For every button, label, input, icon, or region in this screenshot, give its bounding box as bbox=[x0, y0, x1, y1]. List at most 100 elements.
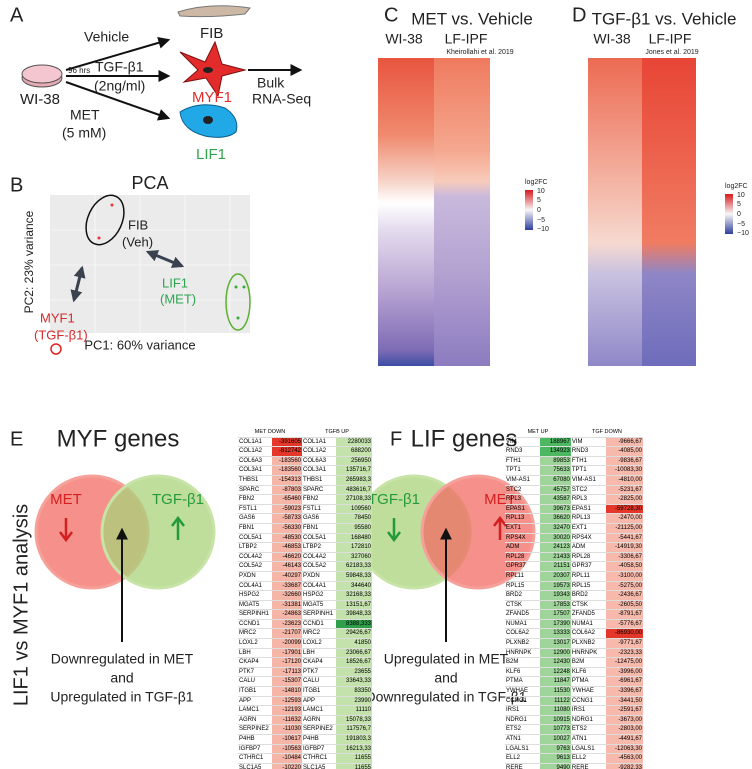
table-row: RND3 134923 RND3 -4085,00 bbox=[505, 446, 643, 457]
value-cell: -11632 bbox=[272, 715, 303, 726]
gene-cell: COL4A1 bbox=[238, 581, 272, 592]
gene-cell: LGALS1 bbox=[505, 744, 540, 755]
table-row: PTK7 -17113 PTK7 23655 bbox=[238, 667, 373, 678]
value-cell: 24123 bbox=[540, 542, 571, 553]
set-label: MET bbox=[50, 491, 82, 508]
value-cell: 39673 bbox=[540, 504, 571, 515]
value-cell: -10220 bbox=[272, 763, 303, 769]
gene-cell: FBN1 bbox=[302, 523, 337, 534]
gene-cell: LBH bbox=[302, 648, 337, 659]
value-cell: -812742 bbox=[272, 446, 303, 457]
gene-cell: COL1A2 bbox=[238, 446, 272, 457]
nucleus bbox=[203, 116, 213, 124]
legend-title: log2FC bbox=[525, 179, 548, 186]
caption: and bbox=[110, 670, 133, 686]
gene-cell: RERE bbox=[570, 763, 606, 769]
value-cell: -46853 bbox=[272, 542, 303, 553]
gene-cell: KLF6 bbox=[570, 667, 606, 678]
table-row: ELL2 9613 ELL2 -4563,00 bbox=[505, 753, 643, 764]
value-cell: -8791,67 bbox=[605, 609, 643, 620]
gene-cell: VIM-AS1 bbox=[505, 475, 540, 486]
table-row: CTSK 17853 CTSK -2605,50 bbox=[505, 600, 643, 611]
column-header: MET DOWN bbox=[238, 428, 303, 438]
value-cell: 10773 bbox=[540, 724, 571, 735]
gene-cell: CKAP4 bbox=[238, 657, 272, 668]
gene-cell: AGRN bbox=[238, 715, 272, 726]
panel-letters: A B C D E F bbox=[10, 4, 586, 450]
value-cell: 17853 bbox=[540, 600, 571, 611]
venn-circle bbox=[100, 474, 216, 590]
gene-cell: COL5A2 bbox=[238, 561, 272, 572]
panel-d: TGF-β1 vs. Vehicle WI-38 LF-IPF Jones et… bbox=[588, 9, 749, 366]
gene-cell: RPS4X bbox=[505, 533, 540, 544]
gene-cell: VIM-AS1 bbox=[570, 475, 606, 486]
value-cell: -3396,67 bbox=[605, 686, 643, 697]
value-cell: 11080 bbox=[540, 705, 571, 716]
table-row: IGFBP7 -10563 IGFBP7 16213,33 bbox=[238, 744, 373, 755]
value-cell: 191803,3 bbox=[336, 734, 373, 745]
table-row: LGALS1 9763 LGALS1 -12063,30 bbox=[505, 744, 643, 755]
table-row: RPL15 19573 RPL15 -5275,00 bbox=[505, 581, 643, 592]
gene-cell: COL5A1 bbox=[302, 533, 337, 544]
table-row: GAS6 -58733 GAS6 78450 bbox=[238, 513, 373, 524]
table-row: CCNG1 11122 CCNG1 -3441,50 bbox=[505, 696, 643, 707]
value-cell: 67080 bbox=[540, 475, 571, 486]
label: FIB bbox=[200, 25, 223, 42]
gene-cell: COL6A3 bbox=[238, 456, 272, 467]
gene-cell: PXDN bbox=[238, 571, 272, 582]
legend-tick: −5 bbox=[537, 217, 545, 224]
gene-cell: ATN1 bbox=[505, 734, 540, 745]
label: FIB bbox=[128, 217, 148, 232]
gene-cell: CTSK bbox=[570, 600, 606, 611]
value-cell: 117576,7 bbox=[336, 724, 373, 735]
gene-cell: SERPINE2 bbox=[238, 724, 272, 735]
gene-cell: BRD2 bbox=[570, 590, 606, 601]
value-cell: 12430 bbox=[540, 657, 571, 668]
label: WI-38 bbox=[20, 91, 60, 108]
value-cell: 19573 bbox=[540, 581, 571, 592]
table-row: THBS1 -154313 THBS1 265983,3 bbox=[238, 475, 373, 486]
gene-cell: PTMA bbox=[505, 676, 540, 688]
value-cell: -2436,67 bbox=[605, 590, 643, 601]
gene-cell: RND3 bbox=[505, 446, 540, 457]
gene-cell: EXT1 bbox=[570, 523, 606, 534]
value-cell: -9836,67 bbox=[605, 456, 643, 467]
gene-cell: COL4A1 bbox=[302, 581, 337, 592]
up-arrow bbox=[493, 515, 507, 540]
gene-cell: VIM bbox=[505, 437, 540, 448]
gene-cell: ZFAND5 bbox=[570, 609, 606, 620]
gene-cell: MRC2 bbox=[302, 628, 337, 640]
gene-cell: COL3A1 bbox=[238, 465, 272, 476]
gene-cell: CKAP4 bbox=[302, 657, 337, 668]
value-cell: -154313 bbox=[272, 475, 303, 486]
panel-a: WI-38 Vehicle 96 hrs TGF-β1 (2ng/ml) MET… bbox=[20, 5, 311, 163]
axis-label: PC2: 23% variance bbox=[22, 210, 36, 313]
table-row: ITGB1 -14810 ITGB1 83350 bbox=[238, 686, 373, 697]
value-cell: -31381 bbox=[272, 600, 303, 611]
value-cell: -12475,00 bbox=[605, 657, 643, 668]
column-header: MET UP bbox=[505, 428, 571, 438]
gene-cell: HSPG2 bbox=[302, 590, 337, 601]
gene-cell: RPL3 bbox=[570, 494, 606, 505]
gene-cell: COL5A2 bbox=[302, 561, 337, 572]
table-row: STC2 45757 STC2 -5231,67 bbox=[505, 485, 643, 496]
value-cell: -3673,00 bbox=[605, 715, 643, 726]
gene-cell: RND3 bbox=[570, 446, 606, 457]
value-cell: -2470,00 bbox=[605, 513, 643, 524]
table-row: PXDN -40297 PXDN 59848,33 bbox=[238, 571, 373, 582]
gene-cell: FSTL1 bbox=[302, 504, 337, 515]
table-row: ZFAND5 17507 ZFAND5 -8791,67 bbox=[505, 609, 643, 620]
gene-cell: ZFAND5 bbox=[505, 609, 540, 620]
point bbox=[97, 236, 101, 240]
legend-tick: −10 bbox=[737, 230, 749, 237]
value-cell: 19343 bbox=[540, 590, 571, 601]
label: MET bbox=[70, 107, 100, 123]
gene-cell: TPT1 bbox=[570, 465, 606, 476]
arrow bbox=[65, 36, 171, 71]
label: 96 hrs bbox=[68, 66, 90, 75]
title: MYF genes bbox=[57, 425, 180, 452]
gene-cell: FSTL1 bbox=[238, 504, 272, 515]
table-row: EXT1 32470 EXT1 -21125,00 bbox=[505, 523, 643, 534]
gene-cell: IGFBP7 bbox=[302, 744, 337, 755]
gene-cell: COL6A2 bbox=[570, 628, 606, 640]
